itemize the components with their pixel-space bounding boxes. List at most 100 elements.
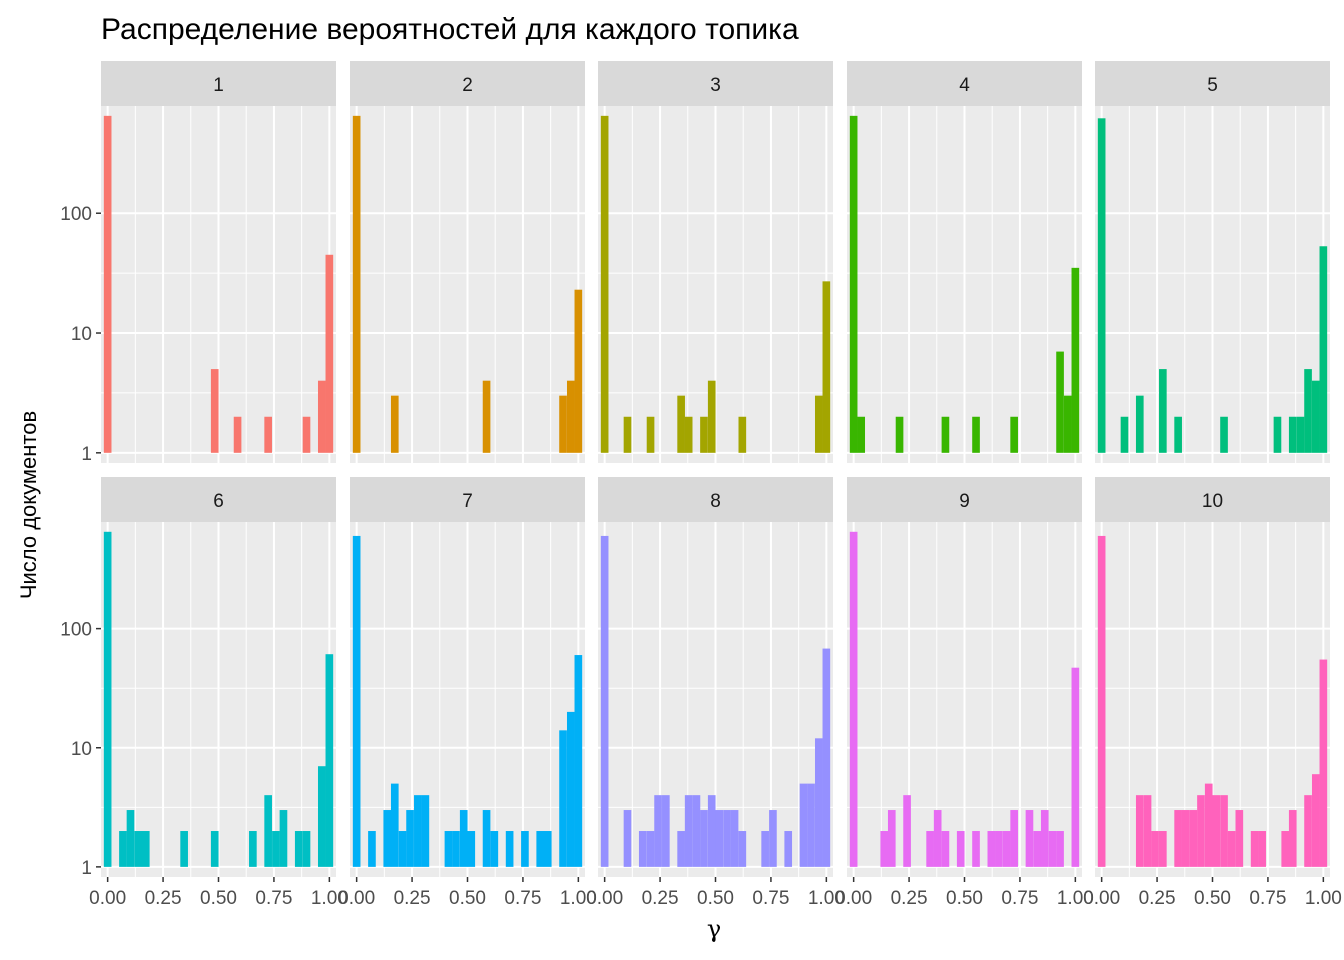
facet-panel-10: 10 0.00 0.25 0.50 0.75 1.00 — [1083, 477, 1342, 909]
histogram-bar — [738, 831, 747, 867]
histogram-bar — [325, 654, 334, 867]
histogram-bar — [1056, 351, 1064, 453]
x-tick-label: 1.00 — [560, 888, 597, 909]
histogram-bar — [646, 831, 655, 867]
histogram-bar — [452, 831, 460, 867]
histogram-bar — [210, 369, 219, 453]
histogram-bar — [302, 416, 311, 453]
histogram-bar — [987, 831, 996, 867]
histogram-bar — [1281, 831, 1290, 867]
x-tick-label: 0.75 — [1249, 888, 1286, 909]
facet-panel-2: 2 — [350, 61, 585, 463]
histogram-bar — [294, 831, 303, 867]
histogram-bar — [1040, 810, 1049, 867]
histogram-bar — [421, 795, 430, 867]
histogram-bar — [1319, 246, 1328, 453]
histogram-bar — [482, 810, 491, 867]
histogram-bar — [1273, 416, 1282, 453]
histogram-bar — [1151, 831, 1159, 867]
histogram-bar — [390, 783, 399, 867]
x-tick-label: 0.50 — [200, 888, 237, 909]
facet-panel-9: 9 0.00 0.25 0.50 0.75 1.00 — [835, 477, 1094, 909]
facet-panel-8: 8 0.00 0.25 0.50 0.75 1.00 — [586, 477, 845, 909]
x-tick-label: 0.25 — [1139, 888, 1176, 909]
x-tick-label: 0.25 — [145, 888, 182, 909]
facet-strip — [847, 477, 1082, 522]
histogram-bar — [317, 380, 326, 453]
facet-strip — [598, 61, 833, 106]
histogram-bar — [692, 795, 701, 867]
histogram-bar — [1010, 416, 1018, 453]
x-tick-label: 0.00 — [586, 888, 623, 909]
histogram-bar — [662, 795, 670, 867]
histogram-bar — [459, 810, 468, 867]
histogram-bar — [317, 766, 326, 867]
histogram-bar — [1097, 535, 1106, 867]
histogram-bar — [490, 831, 499, 867]
facet-panel-4: 4 — [847, 61, 1082, 463]
x-tick-label: 0.75 — [1001, 888, 1038, 909]
facet-strip-label: 4 — [959, 75, 970, 96]
histogram-bar — [574, 289, 583, 453]
histogram-bar — [1056, 831, 1064, 867]
histogram-bar — [646, 416, 655, 453]
histogram-bar — [559, 395, 567, 453]
y-axis-label: Число документов — [16, 411, 41, 599]
histogram-bar — [574, 655, 583, 867]
histogram-bar — [103, 115, 112, 453]
y-tick-label: 100 — [60, 620, 92, 641]
histogram-bar — [1159, 831, 1167, 867]
x-axis-label: γ — [707, 915, 721, 943]
histogram-bar — [822, 648, 831, 867]
x-tick-label: 1.00 — [311, 888, 348, 909]
facet-strip-label: 8 — [710, 491, 721, 512]
histogram-bar — [1311, 774, 1320, 867]
histogram-bar — [1048, 831, 1057, 867]
histogram-bar — [895, 416, 904, 453]
x-tick-label: 0.00 — [89, 888, 126, 909]
histogram-bar — [730, 810, 739, 867]
histogram-bar — [505, 831, 514, 867]
facet-strip — [598, 477, 833, 522]
histogram-bar — [1258, 831, 1266, 867]
histogram-bar — [1033, 831, 1042, 867]
facet-panel-1: 1 1 10 100 — [60, 61, 336, 465]
histogram-bar — [390, 395, 399, 453]
facet-strip-label: 10 — [1202, 491, 1223, 512]
histogram-bar — [521, 831, 529, 867]
histogram-bar — [903, 795, 911, 867]
chart-title: Распределение вероятностей для каждого т… — [101, 13, 799, 46]
histogram-bar — [1250, 831, 1259, 867]
y-tick-label: 10 — [71, 739, 92, 760]
facet-panel-5: 5 — [1095, 61, 1330, 463]
histogram-bar — [1174, 810, 1182, 867]
histogram-bar — [1220, 795, 1228, 867]
histogram-bar — [799, 783, 808, 867]
histogram-bar — [956, 831, 965, 867]
histogram-bar — [141, 831, 150, 867]
histogram-bar — [1071, 667, 1080, 867]
facet-strip-label: 9 — [959, 491, 970, 512]
histogram-bar — [814, 738, 823, 867]
histogram-bar — [941, 831, 950, 867]
histogram-bar — [383, 810, 392, 867]
x-tick-label: 1.00 — [808, 888, 845, 909]
histogram-bar — [1220, 416, 1228, 453]
histogram-bar — [1189, 810, 1198, 867]
histogram-bar — [566, 711, 575, 867]
facet-panel-7: 7 0.00 0.25 0.50 0.75 1.00 — [338, 477, 597, 909]
histogram-bar — [1227, 831, 1236, 867]
histogram-bar — [1288, 416, 1297, 453]
histogram-bar — [566, 380, 575, 453]
histogram-bar — [126, 810, 135, 867]
histogram-bar — [352, 115, 361, 453]
facet-strip-label: 5 — [1207, 75, 1218, 96]
histogram-bar — [233, 416, 242, 453]
histogram-bar — [1235, 810, 1244, 867]
x-tick-label: 0.75 — [504, 888, 541, 909]
x-tick-label: 0.00 — [835, 888, 872, 909]
histogram-bar — [406, 810, 414, 867]
histogram-bar — [398, 831, 407, 867]
x-tick-label: 0.50 — [1194, 888, 1231, 909]
histogram-bar — [849, 115, 858, 453]
